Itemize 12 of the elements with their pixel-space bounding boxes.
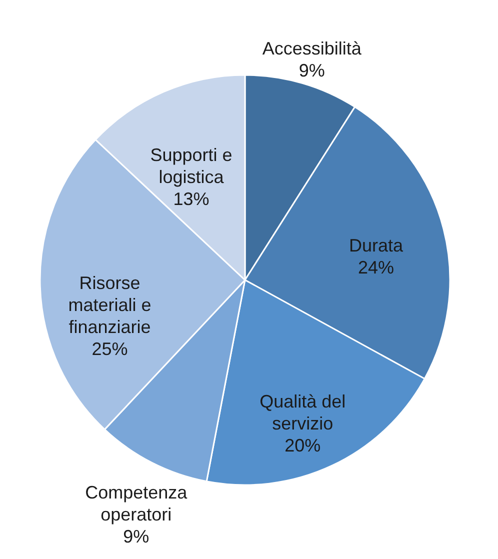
data-label: 20%: [284, 435, 321, 456]
data-label: 13%: [173, 188, 210, 209]
slice-label: Supporti e logistica: [150, 144, 232, 187]
slice-label: Durata: [349, 235, 404, 256]
data-label: 24%: [358, 257, 394, 278]
data-label: 25%: [92, 339, 128, 360]
slice-label: Risorse materiali e finanziarie: [68, 273, 152, 338]
slice-label: Accessibilità: [262, 38, 362, 59]
data-label: 9%: [298, 60, 325, 81]
data-label: 9%: [123, 526, 150, 547]
slice-label: Qualità del servizio: [260, 391, 346, 434]
slice-label: Competenza operatori: [85, 482, 188, 525]
